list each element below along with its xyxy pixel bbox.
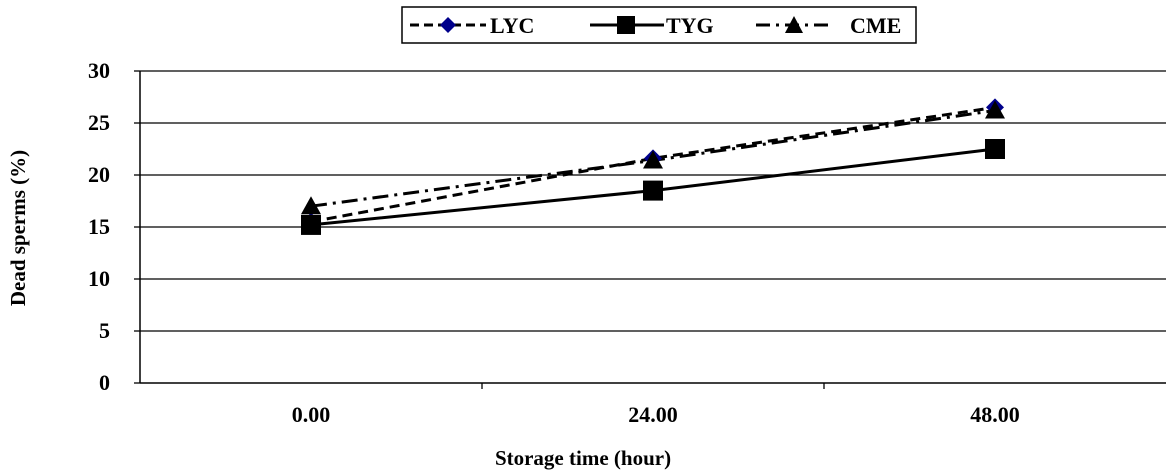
legend-label-cme: CME [850,13,901,38]
legend-label-tyg: TYG [666,13,714,38]
plot-series [301,98,1005,235]
y-tick-label: 5 [99,318,110,343]
x-tick-labels: 0.00 24.00 48.00 [292,402,1020,427]
legend-item-cme: CME [756,13,901,38]
data-point-tyg [301,214,321,235]
y-tick-label: 20 [88,162,110,187]
y-axis-title: Dead sperms (%) [6,150,30,306]
x-tick-label: 0.00 [292,402,331,427]
legend-label-lyc: LYC [490,13,534,38]
legend-marker-tyg [617,16,635,34]
y-tick-label: 10 [88,266,110,291]
legend-marker-cme [785,16,803,33]
series-line-lyc [310,105,996,224]
gridlines [140,70,1166,332]
data-point-cme [985,100,1005,119]
data-point-tyg [985,139,1005,159]
y-tick-label: 0 [99,370,110,395]
y-tick-labels: 0 5 10 15 20 25 30 [88,58,110,395]
y-tick-label: 15 [88,214,110,239]
y-tick-label: 25 [88,110,110,135]
y-tick-label: 30 [88,58,110,83]
legend-item-lyc: LYC [410,13,534,38]
legend-marker-lyc [440,17,456,33]
data-point-cme [301,196,321,215]
x-tick-label: 48.00 [970,402,1020,427]
legend: LYC TYG CME [401,6,917,44]
x-axis-title: Storage time (hour) [495,446,671,470]
legend-item-tyg: TYG [590,13,714,38]
axes [134,70,1166,389]
x-tick-label: 24.00 [628,402,678,427]
data-point-tyg [643,180,663,201]
data-point-cme [643,150,663,169]
